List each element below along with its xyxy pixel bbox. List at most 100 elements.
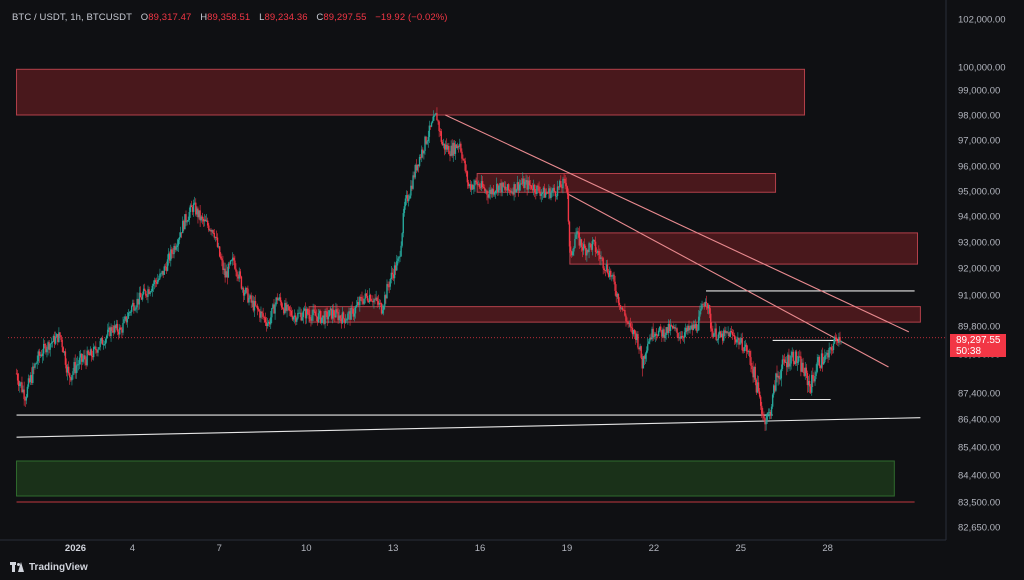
candle-200 — [232, 252, 234, 266]
candle-646 — [716, 338, 718, 343]
candle-102 — [125, 316, 127, 325]
candle-608 — [675, 323, 677, 332]
candle-344 — [388, 281, 390, 294]
candle-39 — [57, 333, 59, 346]
candle-324 — [366, 290, 369, 303]
candle-247 — [283, 307, 285, 316]
candle-196 — [227, 261, 230, 278]
candle-582 — [647, 338, 649, 353]
candle-413 — [463, 158, 465, 164]
candle-275 — [313, 304, 315, 314]
candle-385 — [432, 110, 435, 121]
candle-166 — [195, 198, 197, 217]
candle-401 — [450, 140, 452, 157]
candle-718 — [794, 350, 797, 366]
candle-494 — [551, 188, 553, 198]
candle-45 — [63, 350, 66, 356]
candle-749 — [828, 342, 830, 361]
candle-591 — [656, 334, 659, 339]
change-value: −19.92 (−0.02%) — [375, 12, 448, 23]
candle-411 — [461, 148, 463, 164]
candle-109 — [133, 299, 135, 314]
candle-611 — [678, 332, 680, 341]
candle-444 — [497, 183, 499, 197]
candle-101 — [124, 314, 126, 321]
candle-593 — [658, 326, 661, 333]
candle-47 — [65, 358, 68, 377]
last-price-value: 89,297.55 — [956, 335, 1001, 346]
candle-125 — [150, 288, 152, 293]
candle-455 — [509, 189, 511, 195]
candle-168 — [197, 206, 199, 224]
candle-460 — [514, 183, 516, 198]
candle-567 — [630, 321, 633, 333]
price-tick-label-8: 94,000.00 — [958, 212, 1000, 223]
symbol-label[interactable]: BTC / USDT, 1h, BTCUSDT — [12, 12, 133, 23]
candle-370 — [416, 164, 419, 172]
candle-670 — [742, 347, 745, 354]
candle-323 — [365, 293, 368, 298]
candle-514 — [573, 246, 575, 256]
candle-548 — [610, 268, 612, 280]
candle-164 — [192, 199, 195, 217]
candle-549 — [611, 275, 613, 282]
candle-252 — [288, 306, 290, 317]
candle-529 — [589, 242, 591, 248]
candle-574 — [638, 347, 640, 354]
candle-674 — [746, 345, 749, 355]
candle-634 — [703, 302, 705, 310]
candle-691 — [765, 414, 767, 431]
candle-197 — [228, 261, 231, 269]
candle-304 — [345, 314, 347, 324]
candle-614 — [681, 331, 684, 341]
candle-488 — [544, 188, 547, 198]
candle-554 — [616, 292, 618, 299]
candle-621 — [689, 325, 691, 334]
candle-703 — [778, 371, 780, 385]
candle-34 — [51, 341, 54, 348]
candle-502 — [560, 175, 562, 188]
candle-700 — [775, 372, 777, 393]
candle-259 — [296, 317, 298, 325]
candle-195 — [226, 266, 228, 285]
price-tick-label-1: 102,000.00 — [958, 15, 1006, 26]
candle-651 — [721, 330, 724, 345]
candle-309 — [350, 304, 352, 320]
candle-163 — [191, 204, 194, 216]
candle-734 — [812, 367, 814, 388]
candle-225 — [259, 308, 261, 323]
candle-231 — [265, 316, 268, 332]
candle-279 — [317, 308, 320, 324]
candle-55 — [74, 354, 76, 379]
tradingview-brand[interactable]: TradingView — [10, 559, 88, 575]
candle-538 — [599, 248, 601, 265]
candle-221 — [254, 294, 257, 307]
candle-580 — [644, 352, 647, 364]
candle-618 — [686, 325, 688, 335]
candle-242 — [277, 297, 280, 301]
candle-63 — [83, 350, 85, 364]
candle-342 — [386, 279, 388, 299]
candle-223 — [257, 303, 259, 316]
candle-721 — [798, 351, 800, 365]
candle-519 — [578, 226, 580, 249]
candle-473 — [528, 175, 530, 190]
candle-280 — [318, 309, 321, 320]
candle-310 — [351, 301, 353, 314]
price-tick-label-2: 100,000.00 — [958, 63, 1006, 74]
candle-709 — [784, 356, 787, 363]
low-value: 89,234.36 — [264, 12, 308, 23]
candle-639 — [708, 304, 711, 319]
candle-505 — [563, 173, 565, 184]
candle-152 — [179, 226, 182, 238]
candle-743 — [821, 347, 824, 372]
candle-653 — [724, 326, 726, 337]
candle-671 — [743, 340, 746, 353]
candle-181 — [211, 229, 213, 237]
candle-208 — [240, 275, 243, 290]
price-tick-label-6: 96,000.00 — [958, 162, 1000, 173]
candle-129 — [154, 278, 157, 288]
candle-126 — [151, 283, 154, 297]
candle-471 — [526, 175, 528, 196]
